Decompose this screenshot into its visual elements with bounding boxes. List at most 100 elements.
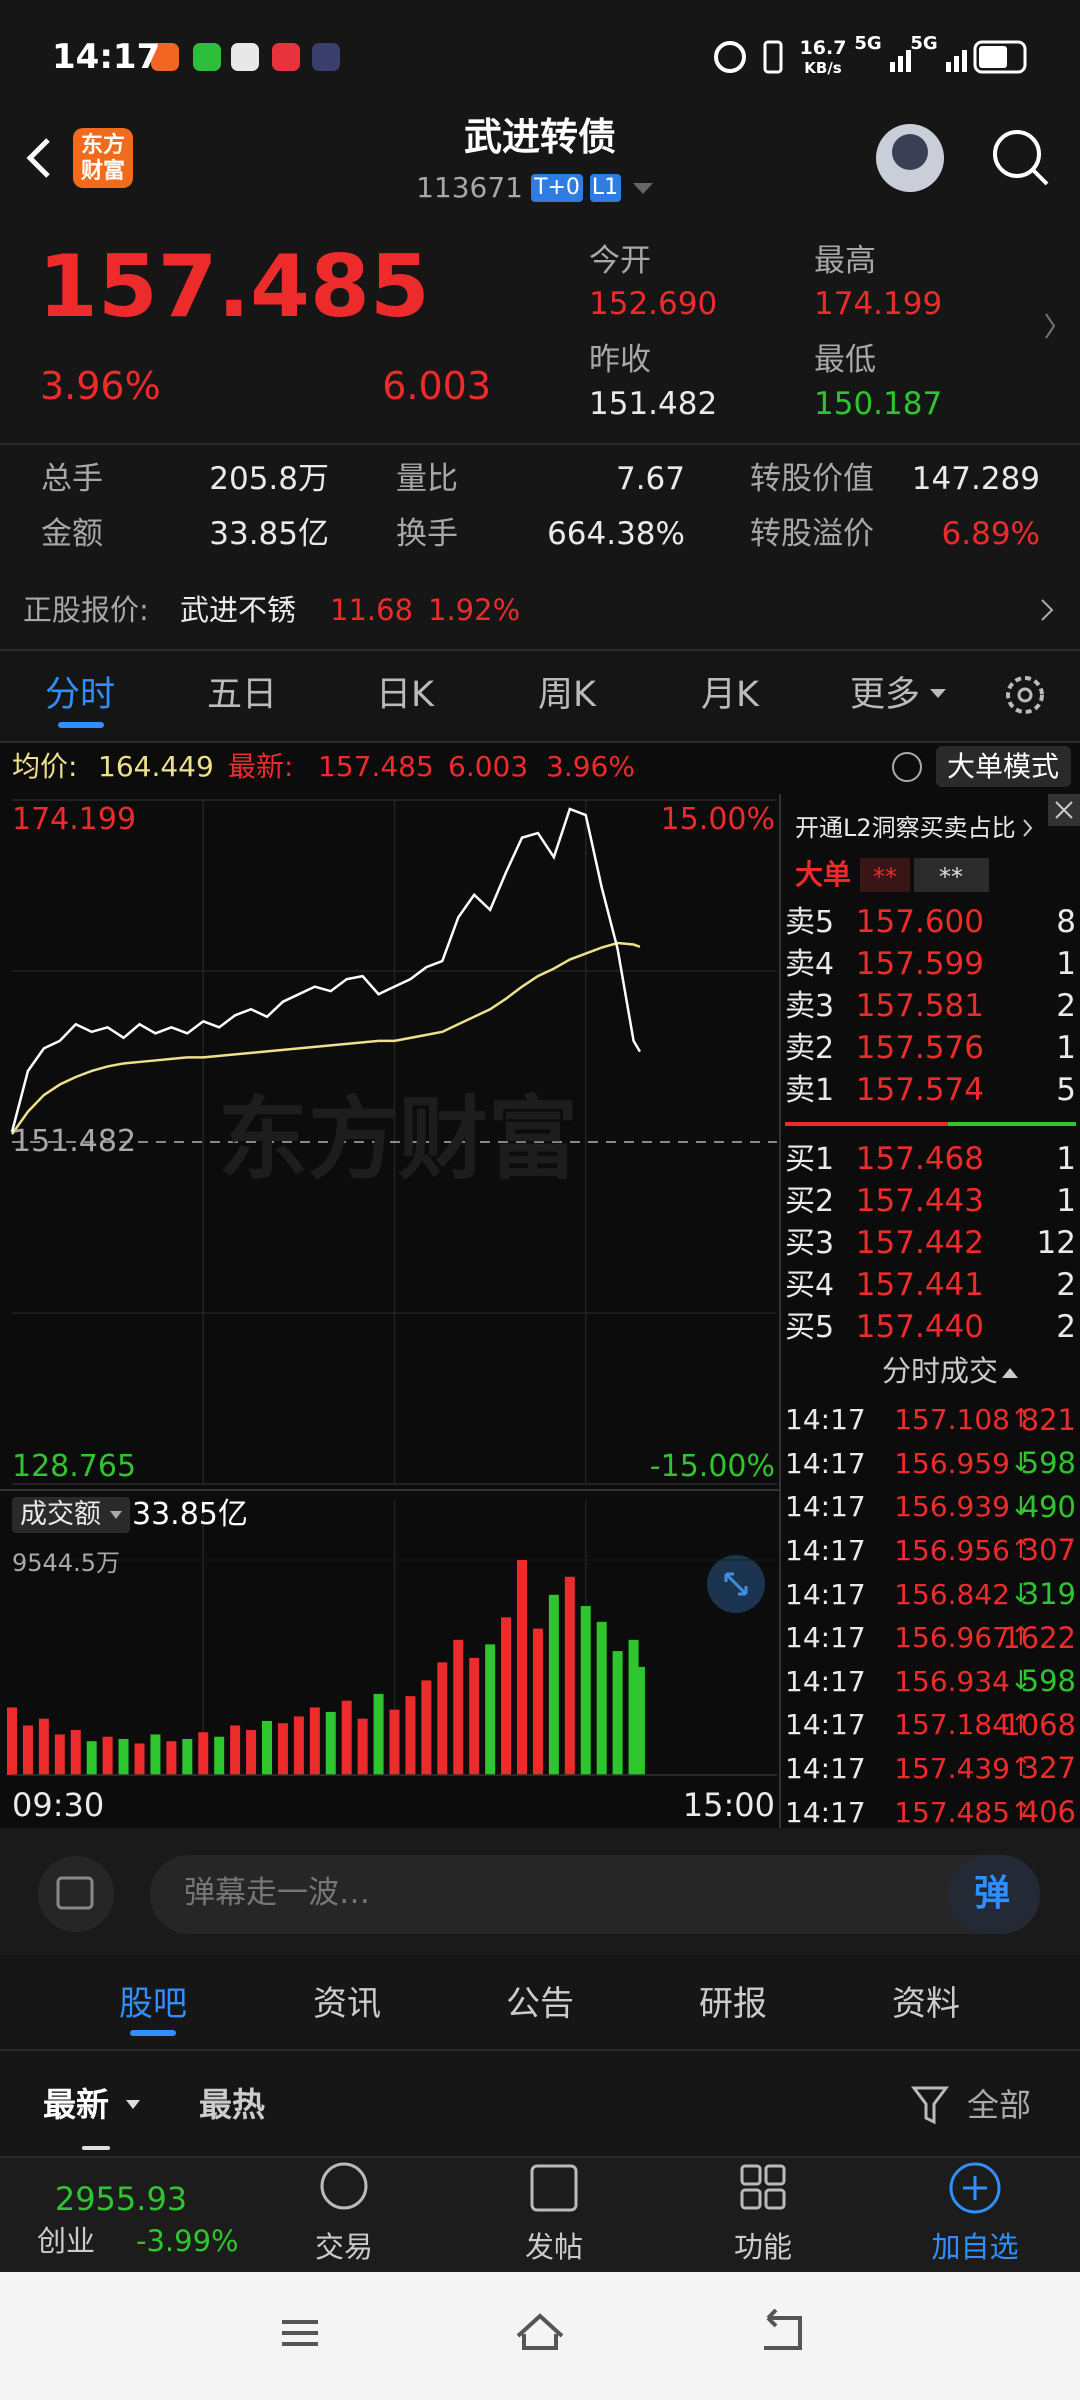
header-logo-1: 财富 [80, 158, 126, 184]
order-book-asks-3-2: 1 [1056, 1030, 1076, 1067]
danmu-icon [56, 1876, 94, 1910]
order-book-bids-1-0: 买2 [785, 1184, 835, 1219]
back-nav-button[interactable] [764, 2308, 802, 2350]
order-book-asks-2-0: 卖3 [785, 989, 835, 1024]
volume-bar [453, 1639, 464, 1775]
expand-arrow[interactable] [1045, 313, 1056, 339]
volume-bar [596, 1621, 607, 1775]
filter-icon[interactable] [911, 2086, 949, 2125]
info-bar-last: 157.485 [318, 750, 434, 784]
settings-button[interactable] [1006, 676, 1044, 714]
sections-3[interactable]: 研报 [699, 1983, 767, 2024]
mode-button[interactable] [936, 746, 1071, 787]
volume-bar [214, 1736, 225, 1775]
header-logo-0: 东方 [80, 132, 126, 158]
menu-button[interactable] [282, 2320, 318, 2346]
bottom-nav-items-2[interactable]: 功能 [733, 2229, 793, 2264]
volume-label[interactable]: 成交额 [20, 1498, 101, 1530]
chart-tabs-5[interactable]: 更多 [849, 675, 921, 715]
dropdown-icon[interactable] [633, 183, 653, 194]
stats-0-5: 147.289 [911, 461, 1040, 498]
volume-bar [198, 1732, 209, 1775]
battery-level [979, 46, 1007, 68]
order-book-bids-4-1: 157.440 [855, 1309, 984, 1346]
volume-bar [517, 1560, 527, 1775]
intraday-ylim-1: 174.199 [12, 802, 137, 837]
top-panel [0, 0, 1080, 650]
volume-bar [532, 1628, 543, 1775]
star-box [860, 858, 910, 892]
logo [73, 128, 133, 188]
chevron[interactable] [1041, 599, 1054, 621]
bottom-nav-items-3[interactable]: 加自选 [931, 2229, 1019, 2264]
volume-bar [70, 1729, 81, 1775]
volume-bar [485, 1644, 496, 1775]
home-button[interactable] [516, 2313, 564, 2350]
info-bar-pct: 3.96% [546, 750, 635, 784]
stats-0-4: 转股价值 [750, 461, 874, 498]
bottom-nav-items-1[interactable]: 发帖 [524, 2229, 584, 2264]
trades-rows-5-1: 156.967 [894, 1621, 1010, 1655]
volume-bar [389, 1709, 400, 1775]
bottom-nav-items-0[interactable]: 交易 [314, 2229, 374, 2264]
danmu-button[interactable]: 弹 [973, 1873, 1011, 1915]
stats-1-0: 金额 [41, 516, 103, 553]
trades-rows-3-3: 307 [1020, 1533, 1076, 1568]
danmu-input[interactable] [150, 1855, 1040, 1934]
volume-bar [341, 1700, 352, 1775]
volume-bar [86, 1741, 97, 1775]
order-book-bids-4-0: 买5 [785, 1310, 835, 1345]
trades-rows-2-0: 14:17 [785, 1490, 866, 1524]
danmu-send[interactable] [948, 1855, 1040, 1934]
trades-rows-3-1: 156.956 [894, 1534, 1010, 1567]
volume-bar [22, 1725, 33, 1775]
dropdown-icon [930, 689, 946, 698]
trades-rows-5-3: 1622 [1002, 1620, 1076, 1655]
help-icon[interactable] [892, 752, 922, 782]
feed-tabs-hot[interactable]: 最热 [199, 2085, 265, 2125]
sections-2[interactable]: 公告 [506, 1983, 574, 2024]
chart-tabs-2[interactable]: 日K [376, 675, 434, 715]
sections-1[interactable]: 资讯 [313, 1983, 381, 2024]
intraday-ylim-0: 128.765 [12, 1449, 137, 1484]
intraday-xlim-0: 09:30 [12, 1785, 105, 1824]
post-icon[interactable] [530, 2164, 578, 2212]
chart-tabs-4[interactable]: 月K [701, 675, 759, 715]
chevron[interactable] [1023, 819, 1033, 837]
trades-rows-3-0: 14:17 [785, 1534, 866, 1567]
trades-rows-7-0: 14:17 [785, 1708, 866, 1742]
quote-change: 6.003 [382, 364, 491, 409]
stock-price: 11.68 [330, 592, 414, 627]
order-book-bids-0-1: 157.468 [855, 1141, 984, 1178]
volume-bar [612, 1651, 623, 1775]
back-button[interactable] [26, 138, 50, 178]
active-tab-underline [82, 2146, 110, 2150]
status-bar-time: 14:17 [52, 36, 161, 77]
sections-0[interactable]: 股吧 [119, 1983, 187, 2024]
danmu-toggle[interactable] [38, 1856, 114, 1932]
chart-tabs-0[interactable]: 分时 [44, 675, 116, 715]
chart-tabs-1[interactable]: 五日 [206, 675, 278, 715]
volume-label-box[interactable] [12, 1497, 130, 1533]
search-button[interactable] [993, 130, 1041, 178]
volume-bar [262, 1720, 272, 1775]
trades-rows-9-1: 157.485 [894, 1795, 1010, 1829]
quote-prev-close-label: 昨收 [589, 342, 651, 379]
add-watch-icon[interactable] [949, 2162, 1001, 2214]
function-icon[interactable] [740, 2164, 786, 2210]
expand-icon [724, 1572, 748, 1596]
chart-tabs-3[interactable]: 周K [538, 675, 596, 715]
feed-tabs-latest[interactable]: 最新 [43, 2085, 109, 2125]
sections-4[interactable]: 资料 [892, 1983, 960, 2024]
volume-bar [580, 1606, 591, 1775]
status-bar-net-2: 5G [910, 33, 938, 55]
header-title: 武进转债 [463, 115, 617, 160]
feed-tabs-filter[interactable]: 全部 [967, 2085, 1032, 2124]
trade-icon[interactable] [320, 2162, 368, 2210]
volume-bar [501, 1617, 512, 1775]
volume-bar [469, 1657, 480, 1775]
trades-rows-2-3: 490 [1020, 1489, 1076, 1524]
bottom-nav-index-pct: -3.99% [136, 2223, 239, 2258]
avg-line [10, 941, 641, 1135]
info-bar-mode-button[interactable]: 大单模式 [946, 750, 1060, 784]
